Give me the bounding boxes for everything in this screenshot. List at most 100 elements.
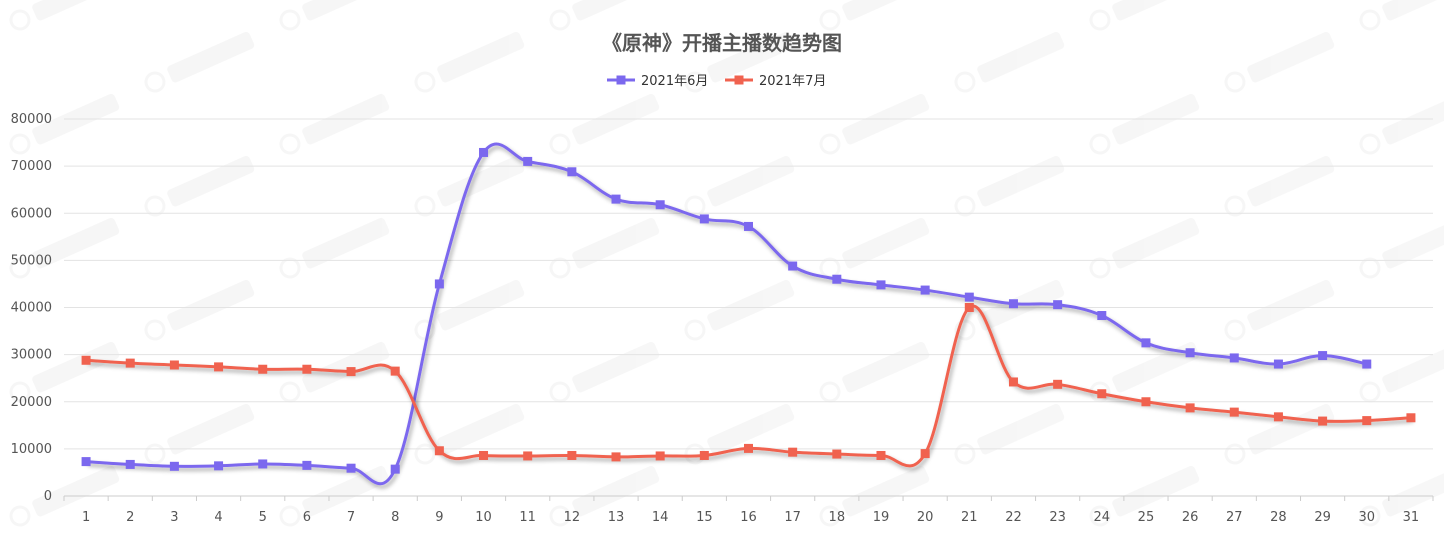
data-point[interactable] — [479, 450, 489, 460]
data-point[interactable] — [567, 450, 577, 460]
data-point[interactable] — [1318, 416, 1328, 426]
x-tick-label: 8 — [391, 510, 399, 525]
data-point[interactable] — [258, 364, 268, 374]
x-tick-label: 25 — [1138, 510, 1155, 525]
data-point[interactable] — [125, 459, 135, 469]
data-point[interactable] — [920, 285, 930, 295]
watermark-icon — [144, 279, 255, 341]
x-tick-label: 2 — [126, 510, 134, 525]
legend-marker — [616, 75, 626, 85]
watermark-icon — [819, 93, 930, 155]
data-point[interactable] — [1053, 379, 1063, 389]
x-tick-label: 19 — [873, 510, 890, 525]
data-point[interactable] — [832, 449, 842, 459]
data-point[interactable] — [876, 450, 886, 460]
data-point[interactable] — [1141, 338, 1151, 348]
data-point[interactable] — [523, 156, 533, 166]
data-point[interactable] — [214, 461, 224, 471]
data-point[interactable] — [832, 274, 842, 284]
data-point[interactable] — [1008, 377, 1018, 387]
watermark-icon — [414, 155, 525, 217]
data-point[interactable] — [1229, 407, 1239, 417]
data-point[interactable] — [611, 194, 621, 204]
x-tick-label: 23 — [1049, 510, 1066, 525]
y-tick-label: 80000 — [11, 112, 52, 127]
data-point[interactable] — [964, 303, 974, 312]
data-point[interactable] — [258, 459, 268, 469]
watermark-icon — [144, 403, 255, 465]
chart-title: 《原神》开播主播数趋势图 — [602, 31, 842, 55]
data-point[interactable] — [788, 447, 798, 457]
legend[interactable]: 2021年6月 2021年7月 — [607, 74, 826, 89]
x-tick-label: 12 — [564, 510, 581, 525]
data-point[interactable] — [302, 460, 312, 470]
watermark-icon — [549, 93, 660, 155]
data-point[interactable] — [1185, 403, 1195, 413]
data-point[interactable] — [1141, 397, 1151, 407]
data-point[interactable] — [1318, 351, 1328, 361]
x-tick-label: 13 — [608, 510, 625, 525]
data-point[interactable] — [390, 366, 400, 376]
data-point[interactable] — [699, 214, 709, 224]
data-point[interactable] — [1362, 416, 1372, 426]
data-point[interactable] — [788, 261, 798, 271]
watermark-icon — [1089, 217, 1200, 279]
data-point[interactable] — [1097, 389, 1107, 399]
data-point[interactable] — [567, 167, 577, 177]
data-point[interactable] — [1273, 412, 1283, 422]
data-point[interactable] — [125, 358, 135, 368]
watermark-icon — [414, 31, 525, 93]
data-point[interactable] — [1097, 311, 1107, 321]
data-point[interactable] — [655, 200, 665, 210]
data-point[interactable] — [964, 292, 974, 302]
data-point[interactable] — [1008, 299, 1018, 309]
x-tick-label: 10 — [475, 510, 492, 525]
watermark-icon — [1224, 31, 1335, 93]
data-point[interactable] — [920, 449, 930, 459]
data-point[interactable] — [169, 461, 179, 471]
data-point[interactable] — [434, 279, 444, 289]
data-point[interactable] — [1185, 348, 1195, 358]
data-point[interactable] — [1362, 359, 1372, 369]
data-point[interactable] — [346, 367, 356, 377]
data-point[interactable] — [169, 360, 179, 370]
data-point[interactable] — [1273, 359, 1283, 369]
data-point[interactable] — [744, 221, 753, 231]
data-point[interactable] — [523, 451, 533, 461]
legend-item[interactable]: 2021年7月 — [725, 74, 826, 89]
watermark-icon — [954, 31, 1065, 93]
watermark-icon — [1359, 465, 1444, 527]
data-point[interactable] — [876, 280, 886, 290]
watermark-icon — [279, 93, 390, 155]
data-point[interactable] — [390, 464, 400, 474]
data-point[interactable] — [1053, 300, 1063, 310]
y-tick-label: 0 — [44, 489, 52, 504]
data-point[interactable] — [699, 450, 709, 460]
watermark-icon — [9, 465, 120, 527]
data-point[interactable] — [346, 463, 356, 473]
data-point[interactable] — [744, 443, 753, 453]
data-point[interactable] — [1406, 413, 1416, 423]
watermark-icon — [1359, 341, 1444, 403]
data-point[interactable] — [1229, 353, 1239, 363]
data-point[interactable] — [214, 362, 224, 372]
data-point[interactable] — [81, 457, 91, 467]
watermark-icon — [1089, 0, 1200, 31]
data-point[interactable] — [479, 147, 489, 157]
watermark-icon — [279, 0, 390, 31]
legend-item[interactable]: 2021年6月 — [607, 74, 708, 89]
data-point[interactable] — [655, 451, 665, 461]
watermark-icon — [954, 155, 1065, 217]
data-point[interactable] — [611, 452, 621, 462]
watermark-icon — [549, 0, 660, 31]
watermark-icon — [9, 0, 120, 31]
x-tick-label: 29 — [1314, 510, 1331, 525]
data-point[interactable] — [302, 364, 312, 374]
data-point[interactable] — [434, 446, 444, 456]
x-tick-label: 26 — [1182, 510, 1199, 525]
x-tick-label: 27 — [1226, 510, 1243, 525]
watermark-icon — [684, 403, 795, 465]
series-layer — [81, 142, 1416, 486]
data-point[interactable] — [81, 355, 91, 365]
